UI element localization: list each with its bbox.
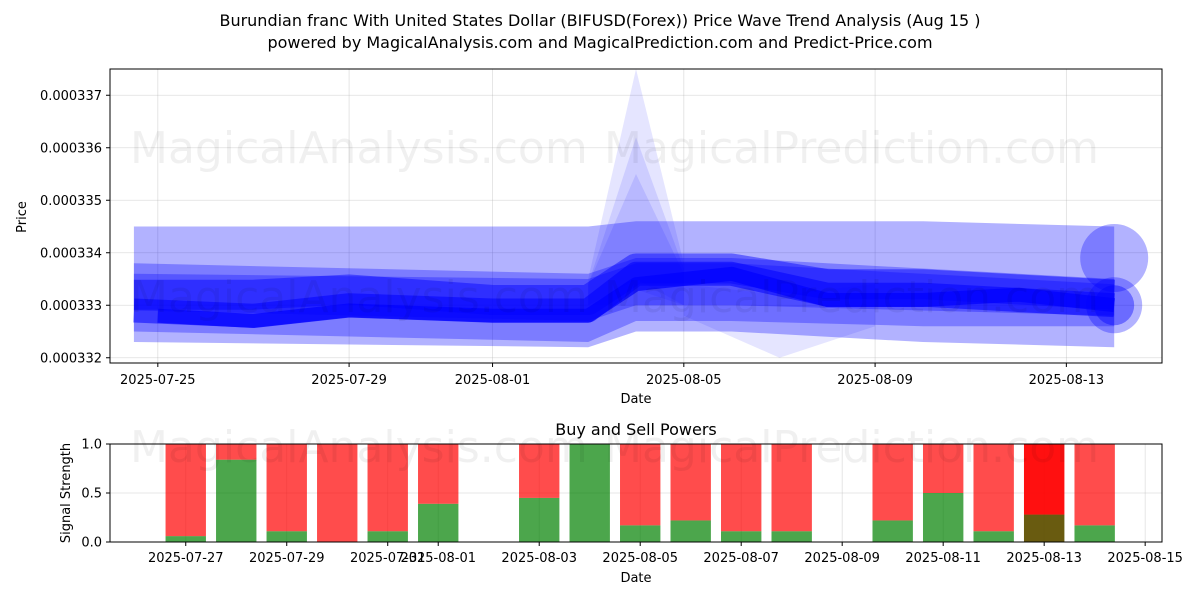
- sell-bar: [922, 444, 964, 493]
- signal-x-tick-label: 2025-08-05: [602, 551, 678, 566]
- price-x-ticks: 2025-07-25 2025-07-29 2025-08-01 2025-08-05…: [120, 363, 1104, 388]
- watermark-prediction-bottom: MagicalPrediction.com: [604, 422, 1099, 473]
- price-center-lines: [133, 253, 1116, 328]
- buy-bar: [165, 536, 206, 542]
- price-x-tick-label: 2025-08-01: [455, 373, 531, 388]
- signal-bars: [165, 444, 1115, 542]
- buy-bar: [922, 493, 964, 542]
- signal-x-tick-label: 2025-08-09: [804, 551, 880, 566]
- price-y-tick-label: 0.000337: [40, 89, 102, 104]
- highlight-overlay-bar: [1023, 444, 1065, 542]
- watermark-prediction-top: MagicalPrediction.com: [604, 123, 1099, 174]
- price-x-tick-label: 2025-08-09: [837, 373, 913, 388]
- watermark-analysis-bottom: MagicalAnalysis.com: [130, 422, 588, 473]
- sell-bar: [165, 444, 206, 537]
- buy-bar: [872, 520, 913, 542]
- sell-bar: [266, 444, 307, 532]
- signal-panel: Buy and Sell Powers MagicalAnalysis.com …: [59, 420, 1183, 586]
- buy-bar: [519, 497, 560, 542]
- watermark-analysis-mid: MagicalAnalysis.com: [130, 272, 588, 323]
- sell-bar: [973, 444, 1014, 532]
- signal-x-tick-label: 2025-08-15: [1107, 551, 1183, 566]
- signal-y-ticks: 0.0 0.5 1.0: [81, 438, 110, 551]
- price-y-tick-label: 0.000335: [40, 194, 102, 209]
- price-plot-frame: [109, 68, 1163, 364]
- price-y-axis-label: Price: [15, 201, 30, 233]
- sell-bar: [317, 444, 358, 542]
- price-panel: MagicalAnalysis.com MagicalPrediction.co…: [15, 68, 1163, 407]
- buy-bar: [721, 531, 762, 542]
- price-y-tick-label: 0.000336: [40, 141, 102, 156]
- price-center-line: [157, 266, 1115, 328]
- sell-bar: [670, 444, 711, 521]
- sell-bar: [216, 444, 257, 460]
- signal-y-tick-label: 0.0: [81, 536, 102, 551]
- buy-bar: [620, 525, 661, 542]
- watermark-analysis-top: MagicalAnalysis.com: [130, 123, 588, 174]
- signal-x-axis-label: Date: [620, 571, 651, 586]
- chart-title-line-1: Burundian franc With United States Dolla…: [219, 11, 980, 30]
- price-grid: [110, 69, 1162, 363]
- signal-y-tick-label: 0.5: [81, 487, 102, 502]
- price-x-tick-label: 2025-08-05: [646, 373, 722, 388]
- sell-bar: [771, 444, 812, 532]
- price-x-tick-label: 2025-07-25: [120, 373, 196, 388]
- signal-x-tick-label: 2025-07-31: [350, 551, 426, 566]
- buy-bar: [216, 459, 257, 542]
- buy-bar: [418, 503, 459, 542]
- chart-title-line-2: powered by MagicalAnalysis.com and Magic…: [267, 33, 932, 52]
- price-end-marker: [1086, 277, 1143, 334]
- sell-bar: [1023, 444, 1065, 515]
- price-x-axis-label: Date: [620, 392, 651, 407]
- buy-bar: [771, 531, 812, 542]
- price-y-ticks: 0.000332 0.000333 0.000334 0.000335 0.000336…: [40, 89, 110, 366]
- signal-y-tick-label: 1.0: [81, 438, 102, 453]
- buy-bar: [1023, 514, 1065, 542]
- signal-x-tick-label: 2025-07-27: [148, 551, 224, 566]
- price-x-tick-label: 2025-08-13: [1029, 373, 1105, 388]
- signal-x-tick-label: 2025-07-29: [249, 551, 325, 566]
- buy-bar: [569, 444, 610, 542]
- sell-bar: [418, 444, 459, 504]
- sell-bar: [620, 444, 661, 526]
- signal-y-axis-label: Signal Strength: [59, 443, 74, 543]
- sell-bar: [1074, 444, 1115, 526]
- buy-bar: [266, 531, 307, 542]
- price-end-marker: [1094, 285, 1135, 326]
- price-y-tick-label: 0.000334: [40, 246, 102, 261]
- price-end-marker: [1080, 224, 1149, 292]
- signal-chart-title: Buy and Sell Powers: [555, 420, 717, 439]
- sell-bar: [872, 444, 913, 521]
- price-y-tick-label: 0.000332: [40, 351, 102, 366]
- watermark-prediction-mid: MagicalPrediction.com: [604, 272, 1099, 323]
- signal-x-tick-label: 2025-08-01: [400, 551, 476, 566]
- buy-bar: [973, 531, 1014, 542]
- sell-bar: [721, 444, 762, 532]
- buy-bar: [670, 520, 711, 542]
- price-x-tick-label: 2025-07-29: [311, 373, 387, 388]
- sell-bar: [367, 444, 408, 532]
- signal-x-tick-label: 2025-08-13: [1006, 551, 1082, 566]
- price-spike-area: [588, 69, 684, 306]
- signal-x-ticks: 2025-07-27 2025-07-29 2025-07-312025-08-01…: [148, 542, 1183, 566]
- signal-x-tick-label: 2025-08-11: [905, 551, 981, 566]
- signal-x-tick-label: 2025-08-07: [703, 551, 779, 566]
- sell-bar: [519, 444, 560, 498]
- buy-bar: [367, 531, 408, 542]
- price-end-markers: [1080, 224, 1149, 334]
- price-y-tick-label: 0.000333: [40, 299, 102, 314]
- signal-x-tick-label: 2025-08-03: [501, 551, 577, 566]
- buy-bar: [1074, 525, 1115, 542]
